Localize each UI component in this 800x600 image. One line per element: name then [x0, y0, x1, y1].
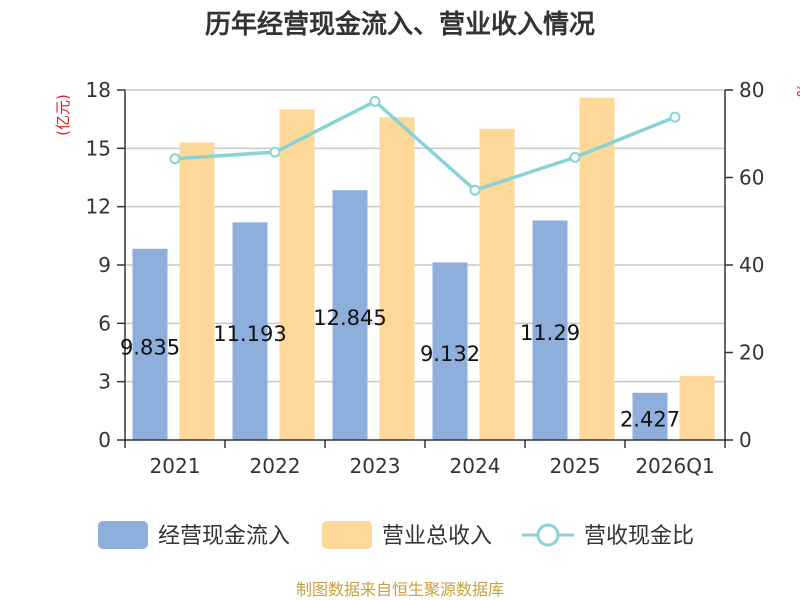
x-tick-label: 2023 [350, 454, 401, 478]
y-left-axis-label: (亿元) [54, 94, 72, 136]
y-left-tick-label: 9 [98, 253, 111, 277]
ratio-line [169, 95, 681, 196]
bar-value-label: 11.193 [213, 322, 286, 346]
bar-value-label: 11.29 [520, 321, 580, 345]
bar-cash-inflow[interactable] [332, 190, 368, 440]
bar-cash-inflow[interactable] [432, 262, 468, 440]
y-left-tick-label: 0 [98, 428, 111, 452]
bar-revenue[interactable] [379, 117, 415, 440]
bar-value-label: 2.427 [620, 407, 680, 431]
grid-lines [125, 89, 725, 383]
y-right-axis-label: % [793, 83, 800, 97]
bar-value-label: 9.132 [420, 342, 480, 366]
legend-label-ratio: 营收现金比 [584, 524, 694, 549]
bar-cash-inflow[interactable] [532, 220, 568, 440]
bar-revenue[interactable] [279, 109, 315, 440]
x-tick-label: 2022 [250, 454, 301, 478]
bar-revenue[interactable] [479, 128, 515, 440]
y-left-tick-label: 15 [86, 136, 111, 160]
x-tick-label: 2024 [450, 454, 501, 478]
bar-cash-inflow[interactable] [232, 222, 268, 440]
ratio-point[interactable] [669, 111, 681, 123]
bars [132, 97, 715, 441]
legend-marker-ratio [536, 523, 560, 547]
bar-cash-inflow[interactable] [632, 392, 668, 440]
legend-label-revenue: 营业总收入 [382, 524, 492, 549]
ratio-series-line [174, 99, 676, 193]
x-tick-label: 2026Q1 [635, 454, 714, 478]
x-tick-label: 2021 [150, 454, 201, 478]
y-left-tick-label: 12 [86, 195, 111, 219]
x-tick-label: 2025 [550, 454, 601, 478]
y-right-tick-label: 20 [739, 341, 764, 365]
legend-swatch-revenue [322, 521, 372, 549]
data-labels: 9.835 11.193 12.845 9.132 11.29 2.427 [120, 306, 680, 431]
legend-item-revenue[interactable]: 营业总收入 [322, 521, 492, 549]
legend-item-ratio[interactable]: 营收现金比 [522, 523, 694, 549]
y-left-tick-label: 18 [86, 78, 111, 102]
y-right-tick-label: 0 [739, 428, 752, 452]
y-right-tick-label: 40 [739, 253, 764, 277]
bar-revenue[interactable] [179, 142, 215, 441]
source-note: 制图数据来自恒生聚源数据库 [296, 580, 504, 599]
bar-cash-inflow[interactable] [132, 248, 168, 440]
legend-item-cash-inflow[interactable]: 经营现金流入 [98, 521, 290, 549]
legend-swatch-cash-inflow [98, 521, 148, 549]
bar-revenue[interactable] [679, 375, 715, 440]
ratio-point[interactable] [469, 184, 481, 196]
ratio-point[interactable] [569, 151, 581, 163]
ratio-point[interactable] [269, 146, 281, 158]
legend-label-cash-inflow: 经营现金流入 [158, 524, 290, 549]
ratio-point[interactable] [369, 95, 381, 107]
axes: 0 3 6 9 12 15 18 0 20 40 60 80 2021 2022 2023 2024 2025 2… [86, 78, 765, 478]
y-right-tick-label: 60 [739, 166, 764, 190]
y-left-tick-label: 3 [98, 370, 111, 394]
bar-value-label: 9.835 [120, 335, 180, 359]
chart-title: 历年经营现金流入、营业收入情况 [205, 9, 595, 40]
ratio-point[interactable] [169, 153, 181, 165]
legend: 经营现金流入 营业总收入 营收现金比 [98, 521, 694, 549]
bar-value-label: 12.845 [313, 306, 386, 330]
y-right-tick-label: 80 [739, 78, 764, 102]
y-left-tick-label: 6 [98, 311, 111, 335]
